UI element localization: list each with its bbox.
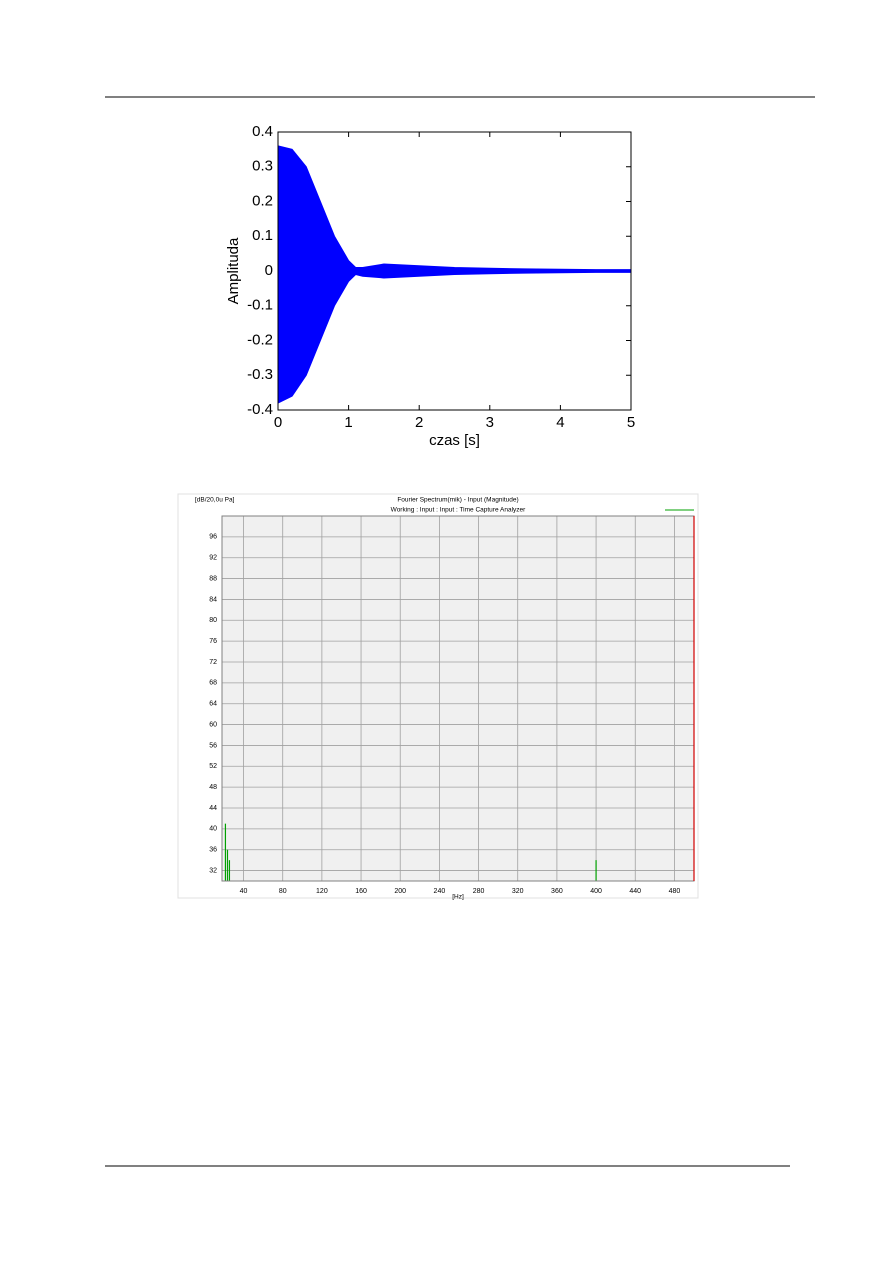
y-tick-label: 76 <box>209 638 217 645</box>
x-tick-label: 0 <box>274 414 282 431</box>
x-tick-label: 80 <box>279 888 287 895</box>
x-tick-label: 400 <box>590 888 602 895</box>
y-tick-label: 68 <box>209 680 217 687</box>
x-axis-label: czas [s] <box>429 432 480 449</box>
y-tick-label: -0.3 <box>247 366 273 383</box>
x-tick-label: 240 <box>434 888 446 895</box>
y-tick-label: 0 <box>265 262 273 279</box>
y-tick-label: 96 <box>209 534 217 541</box>
x-tick-label: 1 <box>344 414 352 431</box>
y-tick-label: 0.2 <box>252 192 273 209</box>
y-tick-label: -0.4 <box>247 401 273 418</box>
y-tick-label: 32 <box>209 867 217 874</box>
x-tick-label: 200 <box>394 888 406 895</box>
x-tick-label: 120 <box>316 888 328 895</box>
y-tick-label: 0.1 <box>252 227 273 244</box>
y-tick-label: 80 <box>209 617 217 624</box>
x-tick-label: 360 <box>551 888 563 895</box>
waveform-envelope <box>277 270 632 404</box>
y-tick-label: 40 <box>209 826 217 833</box>
y-tick-label: -0.1 <box>247 297 273 314</box>
y-tick-label: 36 <box>209 847 217 854</box>
y-tick-label: 56 <box>209 742 217 749</box>
plot-frame <box>277 131 632 411</box>
x-tick-label: 4 <box>556 414 564 431</box>
spectrum-plot-bg <box>222 516 694 881</box>
y-tick-label: 48 <box>209 784 217 791</box>
x-tick-label: 5 <box>627 414 635 431</box>
y-tick-label: 60 <box>209 721 217 728</box>
x-axis-label: [Hz] <box>452 894 464 901</box>
y-tick-label: 64 <box>209 701 217 708</box>
y-tick-label: 84 <box>209 596 217 603</box>
chart-title: Fourier Spectrum(mik) - Input (Magnitude… <box>397 497 518 504</box>
y-axis-label: Amplituda <box>225 237 242 304</box>
y-tick-label: 72 <box>209 659 217 666</box>
y-tick-label: 52 <box>209 763 217 770</box>
x-tick-label: 440 <box>629 888 641 895</box>
y-tick-label: 92 <box>209 555 217 562</box>
y-tick-label: 0.4 <box>252 123 273 140</box>
chart-subtitle: Working : Input : Input : Time Capture A… <box>391 507 526 514</box>
x-tick-label: 2 <box>415 414 423 431</box>
x-tick-label: 320 <box>512 888 524 895</box>
x-tick-label: 3 <box>486 414 494 431</box>
y-tick-label: -0.2 <box>247 331 273 348</box>
x-tick-label: 480 <box>669 888 681 895</box>
y-tick-label: 88 <box>209 575 217 582</box>
y-tick-label: 0.3 <box>252 158 273 175</box>
y-tick-label: 44 <box>209 805 217 812</box>
x-tick-label: 40 <box>240 888 248 895</box>
waveform-envelope <box>277 145 632 272</box>
x-tick-label: 160 <box>355 888 367 895</box>
y-axis-label: [dB/20,0u Pa] <box>195 497 235 504</box>
x-tick-label: 280 <box>473 888 485 895</box>
